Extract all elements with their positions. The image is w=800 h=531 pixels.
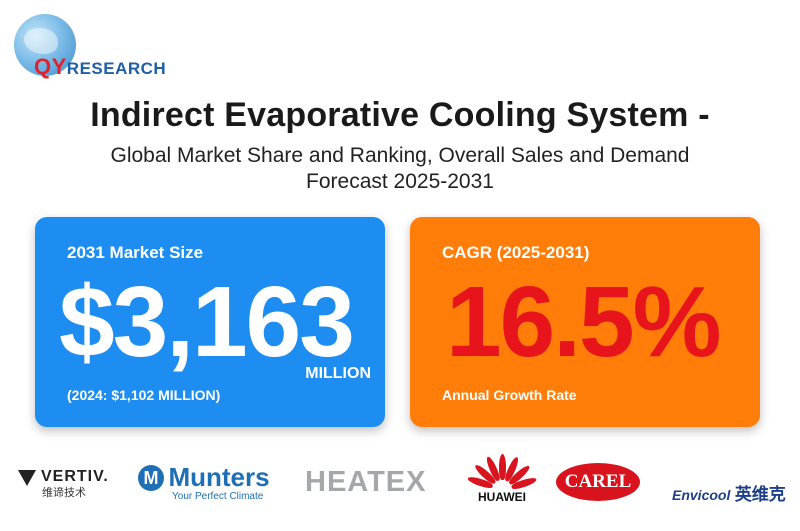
page-title: Indirect Evaporative Cooling System - bbox=[90, 96, 710, 134]
page-subtitle: Global Market Share and Ranking, Overall… bbox=[110, 144, 690, 193]
market-size-note: (2024: $1,102 MILLION) bbox=[67, 387, 221, 403]
huawei-flower-icon bbox=[466, 454, 538, 492]
qyresearch-logo: QYRESEARCH bbox=[14, 14, 174, 80]
market-size-card: 2031 Market Size $3,163 MILLION (2024: $… bbox=[35, 217, 385, 427]
carel-logo: CAREL bbox=[556, 463, 640, 501]
envicool-logo: Envicool 英维克 bbox=[672, 485, 786, 504]
vertiv-mark-icon bbox=[18, 470, 36, 486]
cagr-value: 16.5% bbox=[446, 266, 722, 378]
huawei-logo: HUAWEI bbox=[466, 454, 538, 504]
company-logos: VERTIV. 维谛技术 M Munters Your Perfect Clim… bbox=[0, 450, 800, 525]
heatex-logo: HEATEX bbox=[305, 466, 427, 498]
market-size-label: 2031 Market Size bbox=[67, 243, 204, 262]
market-size-unit: MILLION bbox=[305, 365, 371, 382]
logo-text: QYRESEARCH bbox=[34, 54, 167, 79]
cagr-label: CAGR (2025-2031) bbox=[442, 243, 590, 262]
munters-logo: M Munters Your Perfect Climate bbox=[138, 462, 270, 502]
market-size-value: $3,163 bbox=[59, 266, 355, 378]
globe-icon bbox=[14, 14, 76, 76]
cagr-card: CAGR (2025-2031) 16.5% Annual Growth Rat… bbox=[410, 217, 760, 427]
vertiv-logo: VERTIV. 维谛技术 bbox=[18, 468, 109, 500]
munters-mark-icon: M bbox=[138, 464, 164, 491]
cagr-note: Annual Growth Rate bbox=[442, 387, 577, 403]
